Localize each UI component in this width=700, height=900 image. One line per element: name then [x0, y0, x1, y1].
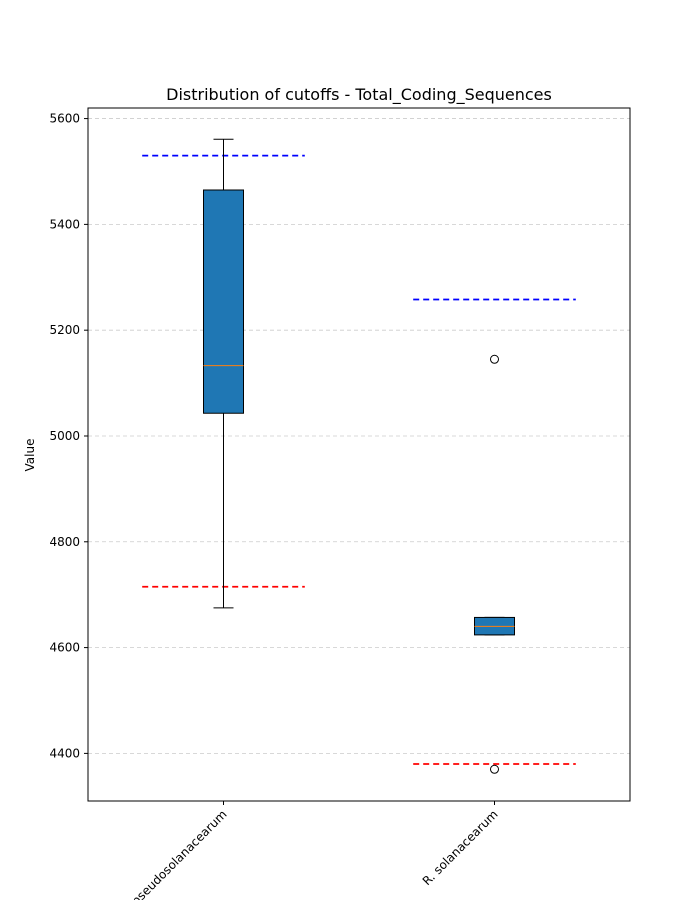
- y-axis-label: Value: [23, 439, 37, 472]
- y-tick-label: 5200: [49, 323, 80, 337]
- chart-title: Distribution of cutoffs - Total_Coding_S…: [166, 85, 552, 105]
- plot-area-frame: [87, 107, 631, 802]
- x-tick-label: R. pseudosolanacearum: [118, 807, 230, 900]
- y-axis: 4400 4600 4800 5000 5200 5400 5600: [49, 112, 88, 760]
- y-tick-label: 5600: [49, 112, 80, 126]
- y-tick-label: 4800: [49, 535, 80, 549]
- outlier-point: [490, 764, 499, 774]
- x-axis: R. pseudosolanacearum R. solanacearum: [118, 801, 501, 900]
- y-tick-label: 5000: [49, 429, 80, 443]
- y-tick-label: 5400: [49, 217, 80, 231]
- outlier-point: [490, 354, 499, 364]
- y-tick-label: 4600: [49, 641, 80, 655]
- boxes: [203, 138, 515, 774]
- y-tick-label: 4400: [49, 746, 80, 760]
- grid-lines: [88, 118, 630, 754]
- x-tick-label: R. solanacearum: [420, 807, 501, 888]
- iqr-box: [203, 189, 244, 414]
